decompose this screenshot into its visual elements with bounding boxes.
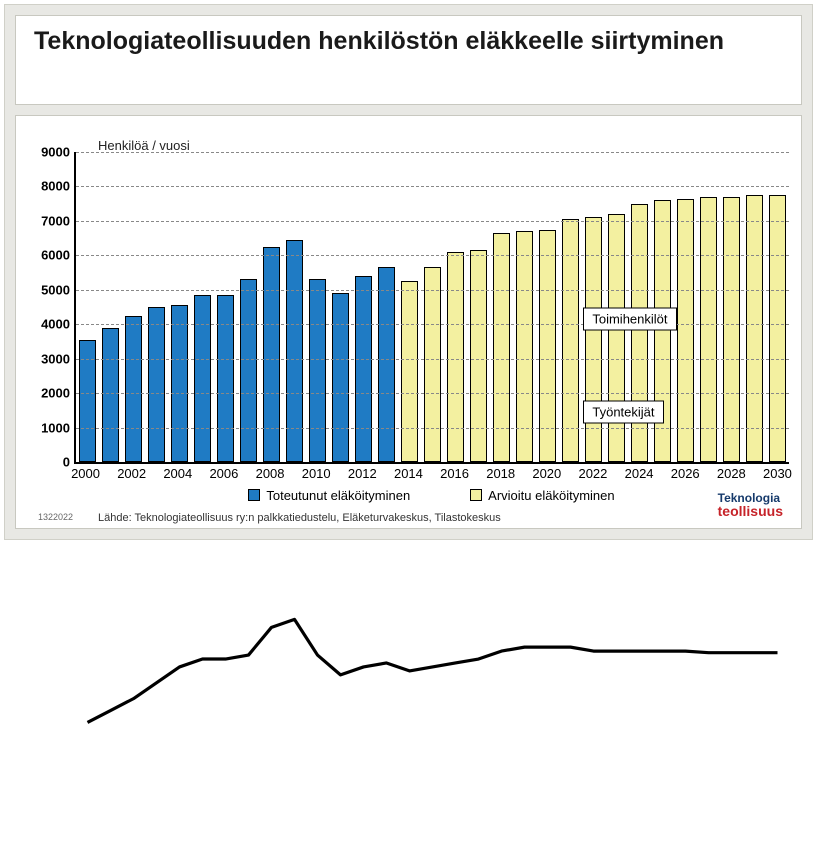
legend-swatch-forecast [470,489,482,501]
trend-line [88,619,778,722]
x-tick-label: 2008 [256,466,285,481]
x-tick-label: 2012 [348,466,377,481]
x-tick-label: 2022 [578,466,607,481]
gridline [76,324,789,325]
x-tick-label: 2020 [532,466,561,481]
line-overlay [76,152,789,865]
gridline [76,221,789,222]
plot-area: 0100020003000400050006000700080009000Toi… [74,152,789,464]
annotation-label: Työntekijät [583,401,663,424]
y-tick-label: 6000 [41,248,70,263]
gridline [76,186,789,187]
title-panel: Teknologiateollisuuden henkilöstön eläkk… [15,15,802,105]
x-tick-label: 2002 [117,466,146,481]
x-tick-label: 2010 [302,466,331,481]
y-tick-label: 1000 [41,420,70,435]
y-tick-label: 2000 [41,386,70,401]
gridline [76,428,789,429]
brand-logo: Teknologia teollisuus [718,492,783,518]
legend-swatch-actual [248,489,260,501]
gridline [76,359,789,360]
annotation-label: Toimihenkilöt [583,308,676,331]
y-tick-label: 3000 [41,351,70,366]
gridline [76,255,789,256]
legend-label-forecast: Arvioitu eläköityminen [488,488,614,503]
x-tick-label: 2004 [163,466,192,481]
legend-label-actual: Toteutunut eläköityminen [266,488,410,503]
x-tick-label: 2006 [209,466,238,481]
slide-frame: Teknologiateollisuuden henkilöstön eläkk… [4,4,813,540]
x-tick-label: 2024 [625,466,654,481]
y-axis-subtitle: Henkilöä / vuosi [98,138,190,153]
chart-panel: Henkilöä / vuosi 01000200030004000500060… [15,115,802,529]
legend-item-forecast: Arvioitu eläköityminen [470,488,614,503]
brand-line2: teollisuus [718,504,783,518]
x-tick-label: 2000 [71,466,100,481]
gridline [76,393,789,394]
gridline [76,290,789,291]
source-line: Lähde: Teknologiateollisuus ry:n palkkat… [98,512,501,524]
slide-title: Teknologiateollisuuden henkilöstön eläkk… [34,26,783,56]
y-tick-label: 4000 [41,317,70,332]
y-tick-label: 5000 [41,282,70,297]
x-tick-label: 2028 [717,466,746,481]
y-tick-label: 9000 [41,145,70,160]
date-footer: 1322022 [38,512,73,522]
x-tick-label: 2014 [394,466,423,481]
y-tick-label: 8000 [41,179,70,194]
legend-item-actual: Toteutunut eläköityminen [248,488,410,503]
y-tick-label: 7000 [41,213,70,228]
gridline [76,152,789,153]
x-axis-labels: 2000 2002 2004 2006 2008 2010 2012 2014 2016 2018… [74,466,789,482]
x-tick-label: 2026 [671,466,700,481]
x-tick-label: 2030 [763,466,792,481]
x-tick-label: 2018 [486,466,515,481]
y-tick-label: 0 [63,455,70,470]
legend: Toteutunut eläköityminen Arvioitu eläköi… [74,486,789,504]
x-tick-label: 2016 [440,466,469,481]
